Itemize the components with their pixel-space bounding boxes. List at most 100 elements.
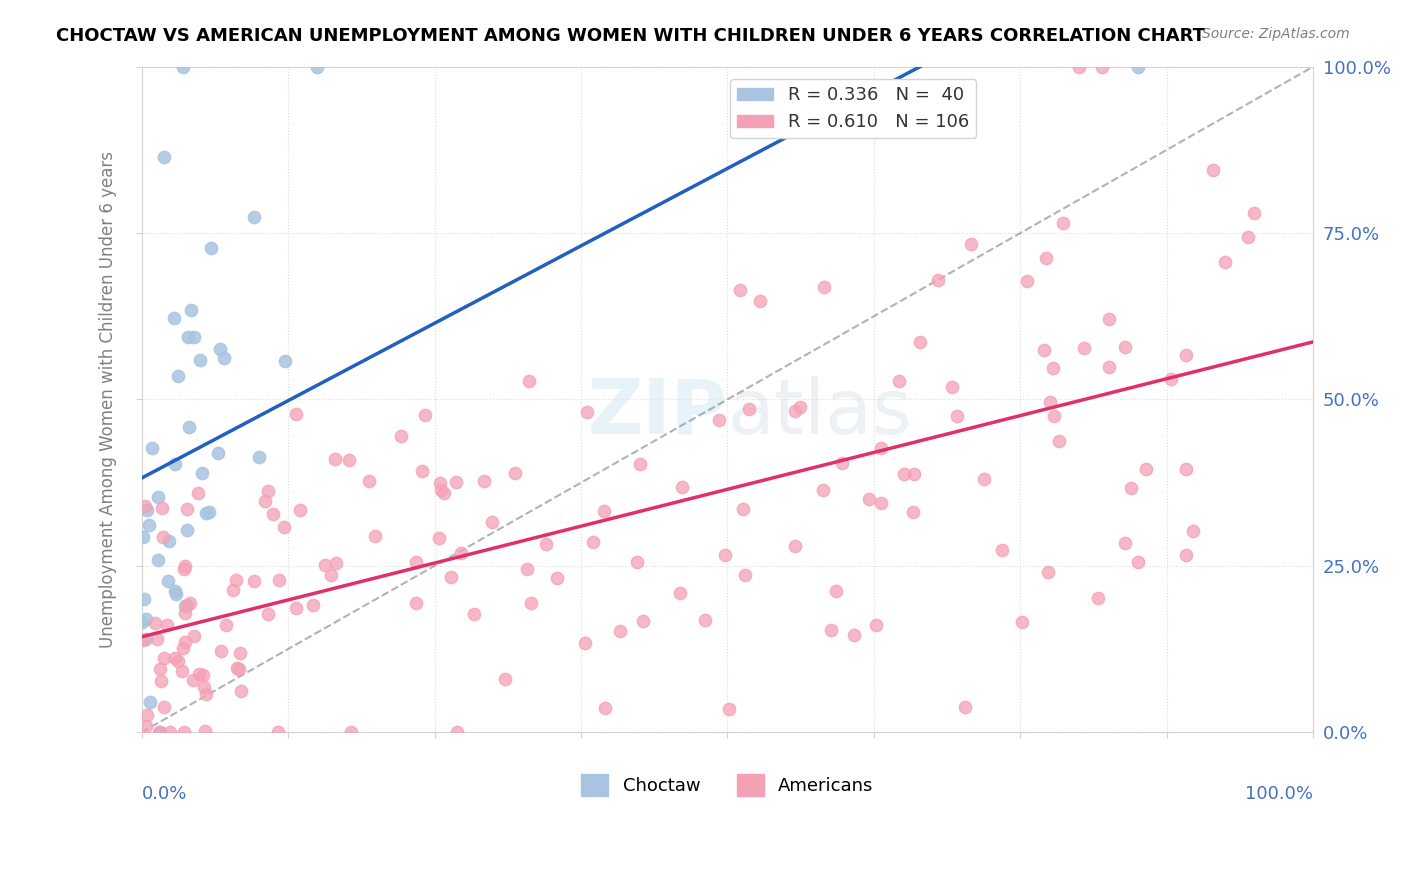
Americans: [1182, 524, 1205, 538]
Americans: [1160, 372, 1182, 386]
Americans: [734, 567, 756, 582]
Text: atlas: atlas: [727, 376, 912, 450]
Americans: [176, 598, 198, 612]
Choctaw: [247, 450, 270, 465]
Choctaw: [167, 368, 190, 383]
Choctaw: [139, 695, 162, 709]
Americans: [405, 555, 427, 569]
Americans: [176, 501, 198, 516]
Americans: [941, 380, 963, 394]
Americans: [1011, 615, 1033, 630]
Choctaw: [197, 505, 219, 519]
Americans: [495, 672, 517, 686]
Americans: [444, 475, 467, 489]
Choctaw: [157, 533, 180, 548]
Americans: [225, 661, 247, 675]
Americans: [340, 725, 363, 739]
Americans: [1174, 461, 1197, 475]
Americans: [789, 400, 811, 414]
Americans: [134, 500, 156, 514]
Americans: [1121, 481, 1143, 495]
Americans: [1114, 340, 1136, 354]
Americans: [824, 584, 846, 599]
Americans: [955, 700, 977, 714]
Americans: [267, 725, 290, 739]
Americans: [1035, 252, 1057, 266]
Americans: [209, 644, 232, 658]
Americans: [173, 562, 195, 576]
Americans: [813, 280, 835, 294]
Americans: [1135, 462, 1157, 476]
Text: 100.0%: 100.0%: [1246, 786, 1313, 804]
Choctaw: [131, 530, 153, 544]
Choctaw: [148, 553, 170, 567]
Americans: [1098, 359, 1121, 374]
Choctaw: [180, 302, 202, 317]
Americans: [413, 409, 436, 423]
Americans: [870, 496, 893, 510]
Choctaw: [274, 354, 297, 368]
Choctaw: [243, 210, 266, 224]
Americans: [783, 539, 806, 553]
Americans: [146, 632, 169, 647]
Americans: [405, 596, 427, 610]
Americans: [858, 491, 880, 506]
Americans: [174, 606, 197, 620]
Americans: [1175, 548, 1198, 562]
Americans: [450, 546, 472, 560]
Americans: [193, 680, 215, 694]
Choctaw: [136, 502, 159, 516]
Americans: [671, 480, 693, 494]
Americans: [960, 236, 983, 251]
Americans: [256, 607, 278, 622]
Americans: [156, 618, 179, 632]
Americans: [582, 535, 605, 549]
Americans: [820, 623, 842, 637]
Americans: [593, 504, 616, 518]
Y-axis label: Unemployment Among Women with Children Under 6 years: Unemployment Among Women with Children U…: [100, 151, 117, 648]
Choctaw: [149, 725, 172, 739]
Americans: [285, 407, 308, 421]
Americans: [188, 666, 211, 681]
Americans: [288, 503, 311, 517]
Americans: [149, 673, 172, 688]
Americans: [546, 571, 568, 585]
Americans: [187, 486, 209, 500]
Choctaw: [135, 611, 157, 625]
Choctaw: [183, 330, 205, 344]
Americans: [173, 558, 195, 573]
Choctaw: [165, 457, 187, 471]
Choctaw: [165, 587, 187, 601]
Choctaw: [209, 342, 232, 356]
Americans: [901, 505, 924, 519]
Choctaw: [173, 599, 195, 614]
Americans: [143, 615, 166, 630]
Americans: [181, 673, 204, 687]
Americans: [325, 556, 347, 570]
Choctaw: [200, 241, 222, 255]
Americans: [1042, 361, 1064, 376]
Americans: [945, 409, 967, 423]
Americans: [302, 598, 325, 612]
Choctaw: [190, 466, 212, 480]
Americans: [707, 413, 730, 427]
Americans: [132, 633, 155, 648]
Americans: [1091, 60, 1114, 74]
Americans: [284, 601, 307, 615]
Americans: [631, 614, 654, 628]
Americans: [153, 700, 176, 714]
Americans: [1243, 206, 1265, 220]
Choctaw: [195, 507, 218, 521]
Americans: [433, 486, 456, 500]
Americans: [889, 374, 911, 388]
Choctaw: [207, 446, 229, 460]
Americans: [136, 707, 159, 722]
Americans: [1202, 162, 1225, 177]
Text: 0.0%: 0.0%: [142, 786, 187, 804]
Americans: [811, 483, 834, 497]
Americans: [628, 457, 651, 471]
Choctaw: [165, 584, 187, 599]
Americans: [439, 570, 461, 584]
Americans: [1067, 60, 1090, 74]
Americans: [516, 562, 538, 576]
